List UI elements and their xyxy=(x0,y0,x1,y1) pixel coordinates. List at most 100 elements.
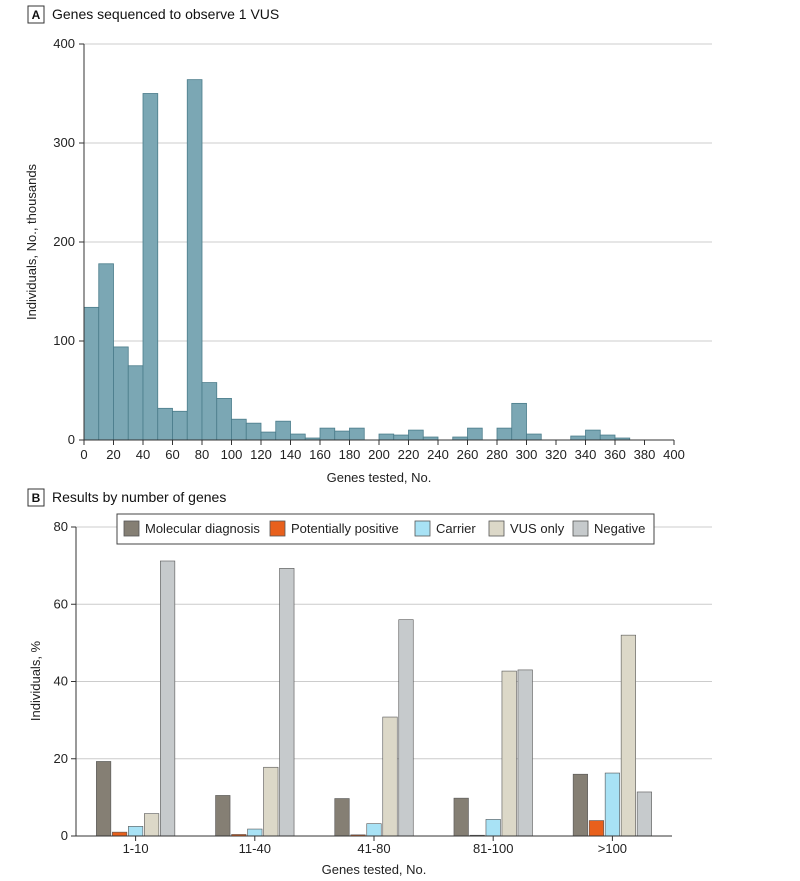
legend-label-carrier: Carrier xyxy=(436,521,476,536)
histogram-bar xyxy=(349,427,365,441)
legend-label-molecular: Molecular diagnosis xyxy=(145,521,260,536)
histogram-bar xyxy=(216,398,232,441)
histogram-bar xyxy=(408,429,424,441)
histogram-bar xyxy=(378,433,395,441)
panel-a: A Genes sequenced to observe 1 VUS 0 100 2… xyxy=(24,5,712,485)
bar-negative xyxy=(517,669,533,837)
histogram-bar xyxy=(260,431,277,441)
legend-swatch-vus xyxy=(488,520,505,537)
histogram-bar xyxy=(319,427,336,441)
bar-vus xyxy=(501,670,517,837)
panel-b-y-tick-label: 40 xyxy=(54,674,68,689)
bar-carrier xyxy=(485,819,501,837)
panel-a-y-ticks: 0 100 200 300 400 xyxy=(53,36,84,447)
bar-molecular xyxy=(334,798,350,837)
histogram-bar xyxy=(172,410,188,441)
panel-a-x-tick-label: 340 xyxy=(575,447,597,462)
panel-a-x-tick-label: 220 xyxy=(398,447,420,462)
panel-a-x-tick-label: 100 xyxy=(221,447,243,462)
panel-b-x-tick-label: 41-80 xyxy=(357,841,390,856)
bar-carrier xyxy=(128,826,144,837)
histogram-bar xyxy=(496,427,513,441)
panel-b-x-tick-label: 81-100 xyxy=(473,841,513,856)
histogram-bar xyxy=(201,382,218,441)
panel-b-y-tick-label: 0 xyxy=(61,828,68,843)
panel-a-bars xyxy=(83,79,631,441)
bar-negative xyxy=(160,560,176,837)
bar-negative xyxy=(398,619,414,837)
panel-b-x-axis-title: Genes tested, No. xyxy=(322,862,427,877)
histogram-bar xyxy=(275,420,291,441)
bar-potential xyxy=(112,831,128,837)
histogram-bar xyxy=(245,422,262,441)
panel-a-x-tick-label: 0 xyxy=(80,447,87,462)
panel-b-letter-box xyxy=(27,488,45,507)
panel-a-x-tick-label: 160 xyxy=(309,447,331,462)
bar-molecular xyxy=(572,773,588,837)
histogram-bar xyxy=(467,427,483,441)
panel-b-y-axis-title: Individuals, % xyxy=(28,640,43,721)
panel-a-x-tick-label: 60 xyxy=(165,447,179,462)
legend-swatch-potential xyxy=(269,520,286,537)
panel-a-x-tick-label: 280 xyxy=(486,447,508,462)
bar-negative xyxy=(636,791,652,837)
histogram-bar xyxy=(98,263,114,441)
panel-a-x-tick-label: 260 xyxy=(457,447,479,462)
panel-a-x-tick-label: 200 xyxy=(368,447,390,462)
panel-a-x-tick-label: 140 xyxy=(280,447,302,462)
panel-a-y-tick-label: 400 xyxy=(53,36,75,51)
legend-items: Molecular diagnosis Potentially positive C… xyxy=(123,520,645,537)
panel-a-x-tick-label: 80 xyxy=(195,447,209,462)
bar-potential xyxy=(588,820,604,837)
panel-a-x-axis-title: Genes tested, No. xyxy=(327,470,432,485)
panel-b-letter: B xyxy=(32,491,41,505)
histogram-bar xyxy=(186,79,203,441)
histogram-bar xyxy=(83,306,100,441)
histogram-bar xyxy=(290,433,306,441)
histogram-bar xyxy=(511,402,527,441)
panel-a-x-tick-label: 320 xyxy=(545,447,567,462)
panel-a-y-tick-label: 200 xyxy=(53,234,75,249)
legend-swatch-negative xyxy=(572,520,589,537)
histogram-bar xyxy=(113,346,129,441)
histogram-bar xyxy=(570,435,586,441)
histogram-bar xyxy=(585,429,601,441)
bar-carrier xyxy=(604,772,620,837)
panel-a-x-tick-label: 400 xyxy=(663,447,685,462)
panel-b-y-tick-label: 80 xyxy=(54,519,68,534)
panel-a-x-tick-label: 120 xyxy=(250,447,272,462)
panel-a-y-tick-label: 300 xyxy=(53,135,75,150)
panel-a-x-tick-label: 300 xyxy=(516,447,538,462)
panel-a-x-tick-label: 360 xyxy=(604,447,626,462)
panel-b-bars xyxy=(96,560,652,837)
legend-label-negative: Negative xyxy=(594,521,645,536)
panel-b-legend: Molecular diagnosis Potentially positive C… xyxy=(116,513,655,545)
histogram-bar xyxy=(334,430,350,441)
bar-vus xyxy=(620,634,636,837)
bar-vus xyxy=(263,766,279,837)
panel-a-x-tick-label: 180 xyxy=(339,447,361,462)
histogram-bar xyxy=(142,93,159,441)
histogram-bar xyxy=(231,418,247,441)
panel-b-x-tick-label: >100 xyxy=(598,841,627,856)
panel-a-y-axis-title: Individuals, No., thousands xyxy=(24,163,39,320)
panel-a-x-tick-label: 20 xyxy=(106,447,120,462)
panel-a-letter: A xyxy=(32,8,41,22)
legend-label-vus: VUS only xyxy=(510,521,565,536)
bar-molecular xyxy=(453,797,469,837)
histogram-bar xyxy=(393,434,409,441)
panel-b-y-tick-label: 20 xyxy=(54,751,68,766)
bar-vus xyxy=(144,813,160,837)
panel-a-title: Genes sequenced to observe 1 VUS xyxy=(52,6,279,22)
panel-a-letter-box xyxy=(27,5,45,24)
panel-a-y-tick-label: 100 xyxy=(53,333,75,348)
panel-a-x-tick-label: 240 xyxy=(427,447,449,462)
legend-frame xyxy=(116,513,655,545)
panel-a-x-tick-label: 40 xyxy=(136,447,150,462)
panel-b-y-tick-label: 60 xyxy=(54,596,68,611)
legend-swatch-molecular xyxy=(123,520,140,537)
histogram-bar xyxy=(599,434,616,441)
panel-a-y-tick-label: 0 xyxy=(68,432,75,447)
bar-vus xyxy=(382,716,398,837)
